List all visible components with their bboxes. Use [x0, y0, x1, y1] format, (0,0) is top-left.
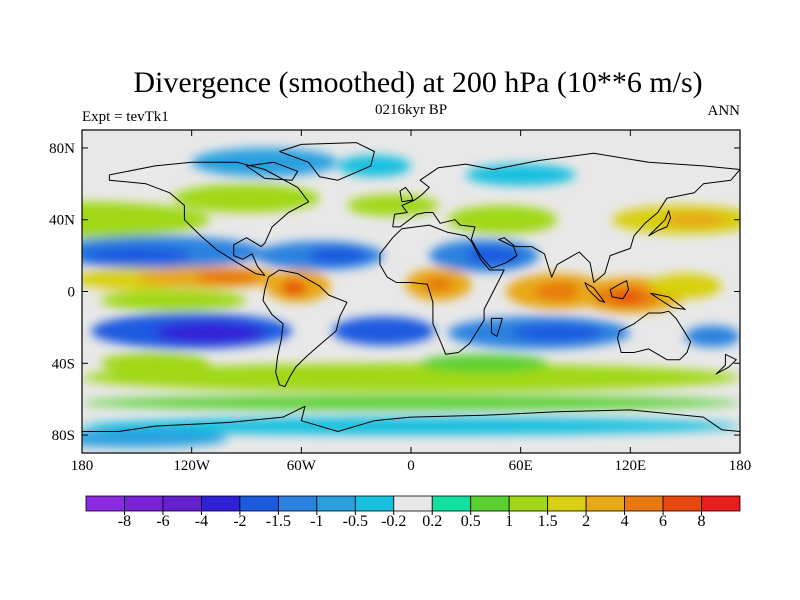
coast-baffin — [246, 161, 299, 181]
field-blob-16 — [281, 280, 307, 296]
colorbar-swatch — [547, 495, 587, 512]
coast-japan — [648, 210, 671, 237]
field-blob-7 — [155, 322, 265, 344]
coast-north-america — [108, 161, 310, 276]
x-tick-label: 120E — [614, 458, 646, 474]
colorbar-label: -0.2 — [381, 513, 406, 530]
map-panel — [82, 130, 740, 453]
coastlines — [82, 142, 740, 432]
colorbar-swatch — [624, 495, 664, 512]
x-tick-label: 60E — [509, 458, 533, 474]
coast-africa — [379, 224, 505, 355]
y-tick-label: 40S — [52, 356, 75, 372]
colorbar-swatch — [470, 495, 510, 512]
colorbar-swatch — [354, 495, 395, 512]
colorbar-swatch — [124, 495, 164, 512]
colorbar-swatch — [239, 495, 279, 512]
colorbar-label: -2 — [233, 513, 246, 530]
field-blob-10 — [511, 323, 603, 342]
colorbar-label: -6 — [156, 513, 169, 530]
coast-madagascar — [490, 317, 503, 337]
field-blob-36 — [191, 147, 338, 177]
coast-borneo — [609, 280, 629, 300]
field-blob-1 — [82, 246, 192, 265]
x-axis: 180 120W 60W 0 60E 120E 180 — [71, 130, 752, 474]
colorbar-label: 0.5 — [461, 513, 481, 530]
colorbar-label: 2 — [582, 513, 590, 530]
colorbar-swatch — [585, 495, 625, 512]
field-blob-25 — [100, 289, 247, 312]
colorbar-label: -1 — [310, 513, 323, 530]
coast-sumatra — [584, 282, 606, 303]
field-blob-34 — [420, 354, 549, 373]
colorbar-label: -8 — [118, 513, 131, 530]
y-tick-label: 80N — [49, 141, 75, 157]
colorbar-label: 0.2 — [422, 513, 442, 530]
field-blob-20 — [535, 282, 587, 301]
x-tick-label: 0 — [407, 458, 415, 474]
field-blob-18 — [423, 277, 454, 292]
field-blob-29 — [173, 183, 320, 213]
x-tick-label: 120W — [173, 458, 211, 474]
field-blob-33 — [100, 352, 210, 375]
y-axis: 80N 40N 0 40S 80S — [49, 141, 740, 444]
colorbar-swatch — [701, 495, 741, 512]
field-blob-39 — [82, 417, 740, 436]
colorbar-label: 6 — [659, 513, 667, 530]
field-blob-24 — [648, 273, 722, 299]
coast-south-america — [262, 269, 348, 388]
y-tick-label: 80S — [52, 428, 75, 444]
coast-antarctica — [82, 405, 740, 432]
field-blob-23 — [613, 291, 640, 303]
coast-australia — [617, 310, 692, 361]
field-blob-32 — [82, 363, 740, 392]
x-tick-label: 180 — [729, 458, 752, 474]
colorbar-label: -4 — [195, 513, 208, 530]
colorbar-label: -0.5 — [343, 513, 368, 530]
subtitle-right: ANN — [708, 103, 741, 119]
subtitle-left: Expt = tevTk1 — [82, 109, 169, 125]
field-blob-40 — [82, 429, 229, 448]
colorbar: -8 -6 -4 -2 -1.5 -1 -0.5 -0.2 0.2 0.5 1 1.5 2 4 6 8 — [85, 495, 741, 530]
colorbar-label: 1.5 — [538, 513, 558, 530]
colorbar-swatch — [508, 495, 549, 512]
field-blob-28 — [661, 212, 728, 227]
x-tick-label: 180 — [71, 458, 94, 474]
field-blob-31 — [447, 205, 558, 235]
field-blob-5 — [465, 246, 521, 265]
field-blob-8 — [332, 316, 435, 346]
coast-new-zealand — [715, 353, 737, 375]
coast-uk — [399, 186, 414, 203]
colorbar-swatch — [393, 495, 433, 512]
field-blob-26 — [82, 201, 210, 238]
colorbar-label: 1 — [505, 513, 513, 530]
chart-title: Divergence (smoothed) at 200 hPa (10**6 … — [133, 66, 702, 99]
colorbar-label: -1.5 — [266, 513, 291, 530]
field-blob-11 — [685, 325, 740, 348]
colorbar-swatch — [85, 495, 125, 512]
field-blob-37 — [337, 155, 412, 177]
field-blob-14 — [195, 269, 262, 285]
divergence-field — [82, 147, 740, 448]
field-blob-30 — [347, 194, 439, 217]
colorbar-swatch — [162, 495, 202, 512]
y-tick-label: 40N — [49, 213, 75, 229]
colorbar-label: 4 — [621, 513, 629, 530]
subtitle-center: 0216kyr BP — [375, 102, 447, 118]
coast-new-guinea — [650, 292, 686, 310]
field-blob-3 — [308, 246, 368, 265]
coast-greenland — [279, 142, 375, 181]
colorbar-swatch — [316, 495, 356, 512]
colorbar-swatch — [277, 495, 318, 512]
field-blob-35 — [82, 395, 740, 410]
colorbar-swatch — [201, 495, 241, 512]
coast-eurasia — [392, 152, 740, 283]
y-tick-label: 0 — [68, 285, 76, 301]
colorbar-label: 8 — [698, 513, 706, 530]
x-tick-label: 60W — [287, 458, 317, 474]
colorbar-swatch — [431, 495, 472, 512]
colorbar-swatch — [662, 495, 702, 512]
